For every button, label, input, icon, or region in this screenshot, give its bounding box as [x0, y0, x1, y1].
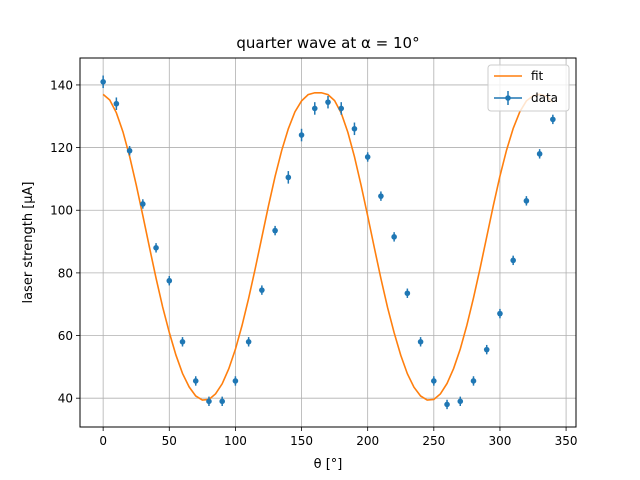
- legend-fit-label: fit: [531, 69, 544, 83]
- x-tick-label: 350: [555, 434, 578, 448]
- x-axis-label: θ [°]: [314, 457, 343, 472]
- x-tick-label: 150: [290, 434, 313, 448]
- data-point: [325, 99, 331, 105]
- data-point: [510, 257, 516, 264]
- legend-data-marker: [505, 95, 511, 101]
- data-point: [338, 105, 345, 112]
- chart-title: quarter wave at α = 10°: [236, 34, 419, 52]
- data-point: [100, 79, 106, 85]
- x-tick-label: 100: [224, 434, 247, 448]
- legend-data-label: data: [531, 91, 558, 105]
- data-point: [431, 378, 437, 384]
- fit-series: [102, 91, 554, 401]
- data-point: [126, 147, 133, 154]
- y-axis-label: laser strength [μA]: [21, 181, 36, 303]
- plot-frame: [79, 57, 577, 428]
- data-point: [285, 174, 292, 181]
- data-point: [206, 398, 212, 405]
- data-point: [219, 398, 225, 405]
- data-point: [417, 338, 424, 345]
- y-tick-label: 120: [50, 141, 73, 155]
- data-point: [153, 245, 159, 251]
- x-tick-label: 50: [162, 434, 177, 448]
- x-tick-label: 250: [422, 434, 445, 448]
- data-point: [113, 100, 120, 107]
- data-point: [364, 154, 371, 160]
- x-tick-label: 300: [488, 434, 511, 448]
- x-axis-ticks: 0 50 100 150 200 250 300 350: [99, 427, 578, 448]
- data-point: [378, 193, 384, 199]
- data-point: [351, 125, 358, 132]
- data-point: [404, 290, 411, 297]
- data-point: [166, 277, 173, 284]
- y-tick-label: 140: [50, 78, 73, 92]
- y-tick-label: 40: [58, 392, 73, 406]
- data-point: [272, 227, 278, 234]
- data-point: [536, 151, 543, 157]
- data-point: [444, 401, 450, 408]
- data-point: [457, 398, 464, 405]
- data-point: [245, 338, 252, 345]
- data-point: [391, 234, 397, 240]
- data-point: [497, 310, 503, 317]
- y-tick-label: 100: [50, 204, 73, 218]
- data-point: [550, 116, 556, 123]
- data-point: [259, 287, 265, 293]
- grid-lines: [80, 58, 576, 427]
- data-point: [311, 105, 318, 112]
- data-point: [232, 378, 239, 384]
- data-point: [298, 132, 305, 138]
- data-point: [523, 198, 530, 204]
- y-tick-label: 60: [58, 329, 73, 343]
- x-tick-label: 200: [356, 434, 379, 448]
- legend: fit data: [487, 64, 570, 112]
- x-tick-label: 0: [99, 434, 107, 448]
- data-series: [100, 75, 556, 410]
- fit-line: [102, 91, 554, 401]
- y-tick-label: 80: [58, 266, 73, 280]
- data-point: [192, 378, 199, 384]
- y-axis-ticks: 40 60 80 100 120 140: [50, 78, 80, 406]
- data-point: [179, 338, 186, 345]
- data-point: [140, 201, 146, 207]
- data-point: [483, 346, 490, 353]
- data-point: [470, 378, 477, 384]
